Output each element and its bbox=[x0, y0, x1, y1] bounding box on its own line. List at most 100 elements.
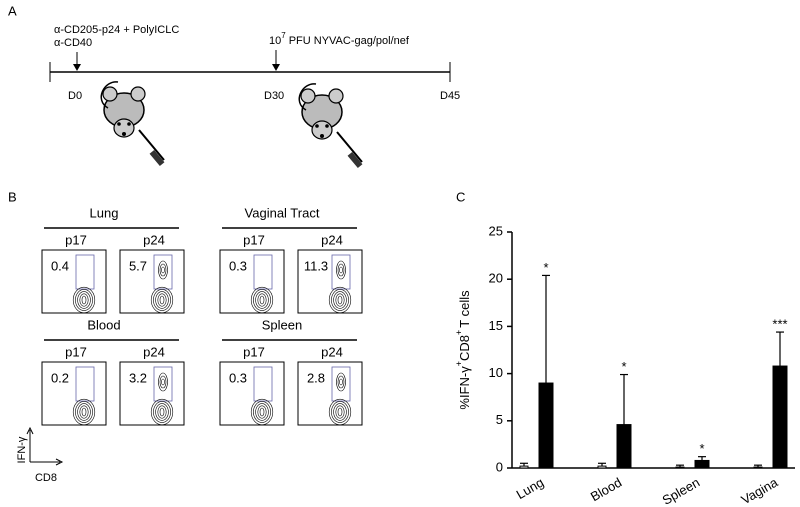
panel-label: C bbox=[456, 189, 465, 204]
boost: 107 PFU NYVAC-gag/pol/nef bbox=[269, 31, 410, 47]
bar bbox=[694, 459, 710, 469]
tissue-title: Blood bbox=[87, 317, 120, 332]
y-axis-label: IFN-γ bbox=[16, 436, 28, 463]
bar bbox=[675, 466, 685, 469]
contour bbox=[337, 295, 343, 305]
peptide-label: p24 bbox=[321, 344, 343, 359]
y-tick-label: 25 bbox=[489, 223, 503, 238]
peptide-label: p17 bbox=[243, 232, 265, 247]
contour bbox=[155, 291, 169, 309]
plot-frame bbox=[297, 361, 363, 426]
contour bbox=[255, 403, 269, 421]
gate bbox=[253, 254, 273, 290]
gate-percent: 5.7 bbox=[129, 258, 147, 273]
y-tick-label: 10 bbox=[489, 365, 503, 380]
y-tick-label: 5 bbox=[496, 412, 503, 427]
contour bbox=[337, 263, 345, 277]
contour bbox=[331, 289, 349, 311]
peptide-label: p24 bbox=[143, 232, 165, 247]
gate bbox=[75, 366, 95, 402]
contour bbox=[159, 407, 165, 417]
axis-arrow-head bbox=[55, 458, 64, 466]
contour bbox=[155, 403, 169, 421]
peptide-label: p17 bbox=[243, 344, 265, 359]
label-sup: + bbox=[454, 330, 464, 335]
tissue-title: Lung bbox=[90, 205, 119, 220]
x-axis-label: CD8 bbox=[35, 472, 57, 484]
contour bbox=[72, 286, 96, 314]
day: D30 bbox=[264, 90, 284, 102]
contour bbox=[253, 401, 271, 423]
gate-percent: 0.3 bbox=[229, 370, 247, 385]
gate-percent: 11.3 bbox=[304, 258, 328, 273]
arrow-head bbox=[73, 64, 81, 71]
contour bbox=[328, 398, 352, 426]
axis-arrow-head bbox=[26, 426, 34, 435]
plot-frame bbox=[119, 361, 185, 426]
contour bbox=[337, 375, 345, 389]
contour bbox=[331, 401, 349, 423]
contour bbox=[250, 286, 274, 314]
contour bbox=[77, 403, 91, 421]
bar bbox=[616, 424, 632, 469]
contour bbox=[159, 295, 165, 305]
tissue-title: Spleen bbox=[262, 317, 302, 332]
tissue-title: Vaginal Tract bbox=[245, 205, 320, 220]
gate-percent: 0.2 bbox=[51, 370, 69, 385]
contour bbox=[339, 378, 343, 386]
contour bbox=[157, 405, 167, 419]
contour bbox=[75, 401, 93, 423]
day: D0 bbox=[68, 90, 82, 102]
gate-percent: 0.4 bbox=[51, 258, 69, 273]
contour bbox=[153, 401, 171, 423]
contour bbox=[328, 286, 352, 314]
contour bbox=[81, 407, 87, 417]
label-part: %IFN-γ bbox=[457, 366, 472, 410]
plot-frame bbox=[41, 361, 107, 426]
x-tick-label: Lung bbox=[514, 475, 547, 502]
contour bbox=[333, 291, 347, 309]
contour bbox=[79, 405, 89, 419]
contour bbox=[339, 266, 343, 274]
x-tick-label: Blood bbox=[588, 475, 624, 505]
plot-frame bbox=[297, 249, 363, 314]
gate-percent: 3.2 bbox=[129, 370, 147, 385]
mouse-icon bbox=[100, 80, 166, 168]
contour bbox=[161, 266, 165, 274]
contour bbox=[259, 295, 265, 305]
label-sup: + bbox=[454, 361, 464, 366]
gate-percent: 0.3 bbox=[229, 258, 247, 273]
contour bbox=[153, 289, 171, 311]
plot-frame bbox=[41, 249, 107, 314]
boost-vaccine: PFU NYVAC-gag/pol/nef bbox=[289, 35, 410, 47]
contour bbox=[257, 293, 267, 307]
label-part: CD8 bbox=[457, 335, 472, 361]
x-tick-label: Spleen bbox=[660, 475, 703, 507]
mouse-icon bbox=[298, 82, 364, 170]
contour bbox=[255, 291, 269, 309]
gate bbox=[153, 254, 173, 290]
contour bbox=[72, 398, 96, 426]
contour bbox=[335, 405, 345, 419]
contour bbox=[81, 295, 87, 305]
contour bbox=[150, 286, 174, 314]
significance: * bbox=[543, 260, 548, 275]
bar bbox=[597, 465, 607, 469]
contour bbox=[333, 403, 347, 421]
contour bbox=[257, 405, 267, 419]
bar bbox=[538, 382, 554, 469]
contour bbox=[150, 398, 174, 426]
y-tick-label: 15 bbox=[489, 318, 503, 333]
gate bbox=[331, 366, 351, 402]
contour bbox=[159, 375, 167, 389]
plot-frame bbox=[119, 249, 185, 314]
boost-dose: 10 bbox=[269, 35, 281, 47]
gate bbox=[253, 366, 273, 402]
gate bbox=[153, 366, 173, 402]
plot-frame bbox=[219, 361, 285, 426]
contour bbox=[336, 372, 346, 392]
contour bbox=[75, 289, 93, 311]
treatment: α-CD40 bbox=[54, 37, 92, 49]
plot-frame bbox=[219, 249, 285, 314]
bar bbox=[772, 365, 788, 469]
